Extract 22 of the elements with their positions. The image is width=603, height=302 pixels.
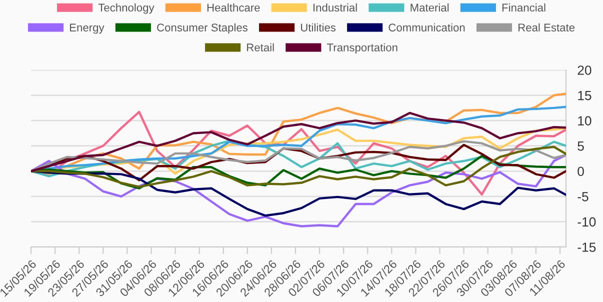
legend-label: Communication [388,23,465,32]
y-tick-label: 0 [578,166,584,176]
legend-label: Retail [247,43,274,52]
y-tick-label: -15 [578,242,596,252]
legend-label: Technology [98,3,154,14]
y-tick-label: 15 [578,90,592,100]
y-tick-label: 5 [578,142,584,151]
line-series [31,146,566,188]
legend-label: Healthcare [207,3,260,12]
line-series [31,154,566,228]
y-tick-label: -10 [578,217,596,227]
legend-label: Energy [70,24,104,34]
legend-label: Industrial [314,3,357,12]
y-tick-label: 20 [578,66,592,75]
y-tick-label: 10 [578,116,592,126]
legend-label: Utilities [300,23,336,32]
legend-label: Financial [502,3,546,12]
legend-label: Transportation [327,43,398,54]
legend-label: Consumer Staples [157,23,248,34]
legend-label: Material [410,3,449,12]
y-tick-label: -5 [578,192,588,202]
legend-label: Real Estate [518,23,575,32]
